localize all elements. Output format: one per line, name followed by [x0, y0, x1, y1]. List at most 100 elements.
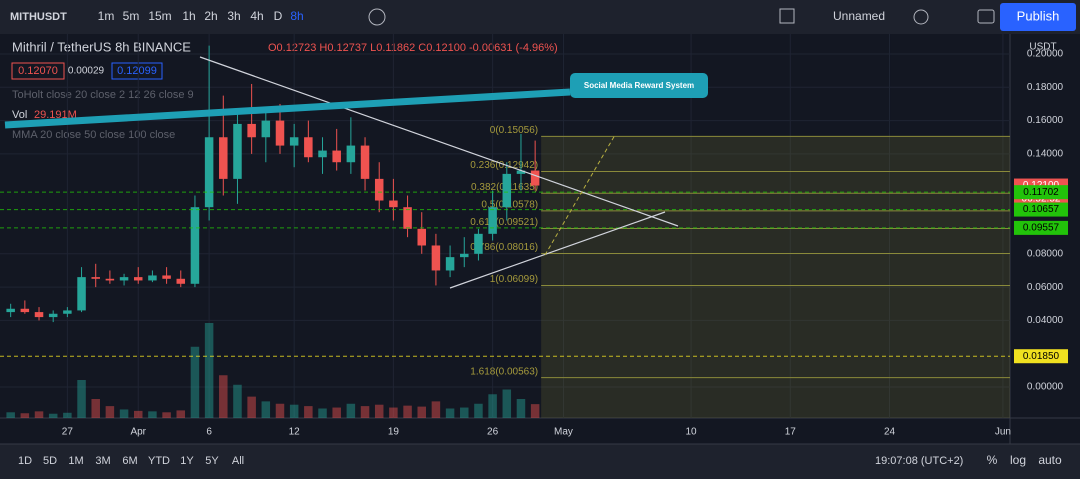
volume-bar	[516, 399, 526, 418]
countdown: 06:52:52	[1022, 194, 1061, 205]
volume-bar	[318, 408, 327, 418]
y-tick-label: 0.16000	[1027, 115, 1064, 126]
publish-button[interactable]	[1000, 3, 1076, 31]
range[interactable]: 1D	[18, 455, 32, 467]
volume-bar	[374, 404, 384, 418]
log-toggle[interactable]: log	[1010, 453, 1026, 467]
indicator: ToHolt close 20 close 2 12 26 close 9	[12, 89, 194, 101]
candle-body	[63, 310, 72, 314]
symbol[interactable]: MITHUSDT	[10, 11, 67, 23]
candle-body	[148, 275, 157, 281]
interval[interactable]: 4h	[250, 9, 263, 23]
candle-body	[105, 278, 115, 281]
candle-body	[360, 145, 370, 179]
candle-body	[445, 257, 455, 271]
range[interactable]: 1M	[68, 455, 83, 467]
candle-body	[488, 207, 497, 234]
percent-toggle[interactable]: %	[987, 453, 998, 467]
range[interactable]: 6M	[122, 455, 137, 467]
x-tick-label: 26	[487, 427, 499, 438]
volume-bar	[346, 403, 356, 418]
candle-body	[374, 178, 384, 201]
candle-body	[346, 145, 356, 163]
candle-body	[460, 253, 469, 258]
candle-body	[530, 170, 540, 186]
candle-body	[502, 173, 512, 208]
bid: 0.12070	[18, 65, 58, 77]
candle-body	[289, 137, 299, 146]
interval[interactable]: 1m	[98, 9, 115, 23]
y-tick-label: 0.08000	[1027, 248, 1064, 259]
interval[interactable]: 5m	[123, 9, 140, 23]
volume-bar	[445, 408, 455, 418]
interval[interactable]: 8h	[290, 9, 303, 23]
interval[interactable]: 3h	[227, 9, 240, 23]
volume-bar	[304, 406, 313, 418]
candle-body	[34, 312, 44, 318]
x-tick-label: 19	[388, 427, 400, 438]
volume-bar	[20, 413, 30, 418]
candle-body	[48, 313, 58, 318]
icon[interactable]	[779, 8, 795, 24]
price-tags: 0.1210006:52:520.117020.106570.095570.01…	[1014, 178, 1068, 364]
y-tick-label: 0.18000	[1027, 82, 1064, 93]
range[interactable]: 5Y	[205, 455, 219, 467]
candle-body	[403, 207, 412, 229]
volume-bar	[233, 384, 242, 418]
price-tag-label: 0.10657	[1023, 204, 1060, 215]
candle-body	[431, 245, 441, 271]
volume-bar	[530, 404, 540, 418]
candle-body	[219, 137, 228, 179]
x-tick-label: Jun	[995, 427, 1011, 438]
clock: 19:07:08 (UTC+2)	[875, 455, 963, 467]
range[interactable]: 1Y	[180, 455, 194, 467]
volume-bar	[176, 410, 186, 418]
interval[interactable]: 15m	[148, 9, 171, 23]
range[interactable]: 3M	[95, 455, 110, 467]
toolbar	[0, 0, 1080, 34]
volume-bar	[119, 409, 129, 418]
volume-bar	[460, 407, 469, 418]
range[interactable]: YTD	[148, 455, 170, 467]
candle-body	[332, 150, 341, 163]
bid-box	[11, 62, 65, 80]
interval[interactable]: 2h	[204, 9, 217, 23]
icon[interactable]	[913, 9, 929, 25]
chart-title: Mithril / TetherUS 8h BINANCE	[12, 39, 191, 54]
volume-bar	[360, 406, 370, 418]
price-tag-label: 0.09557	[1023, 223, 1060, 234]
x-tick-label: 27	[62, 427, 74, 438]
volume-bar	[6, 412, 15, 418]
volume-bar	[275, 403, 285, 418]
candle-body	[91, 277, 100, 279]
x-tick-label: 17	[785, 427, 797, 438]
range[interactable]: All	[232, 455, 244, 467]
icon[interactable]	[368, 8, 386, 26]
icon[interactable]	[977, 9, 995, 24]
ask: 0.12099	[117, 65, 157, 77]
candle-body	[417, 228, 426, 246]
x-tick-label: 6	[206, 427, 212, 438]
y-tick-label: 0.14000	[1027, 149, 1064, 160]
vol-value: 29.191M	[34, 109, 77, 121]
candle-body	[389, 200, 398, 208]
candle-body	[6, 308, 15, 313]
plot: 0(0.15056)0.236(0.12942)0.382(0.11635)0.…	[0, 34, 1010, 418]
x-tick-label: May	[554, 427, 573, 438]
interval[interactable]: 1h	[182, 9, 195, 23]
candle-body	[516, 170, 526, 174]
y-tick-label: 0.06000	[1027, 282, 1064, 293]
annotation-line	[4, 88, 571, 129]
publish-label[interactable]: Publish	[1017, 8, 1060, 23]
spread: 0.00029	[68, 66, 105, 77]
price-tag	[1014, 349, 1068, 364]
auto-toggle[interactable]: auto	[1038, 453, 1062, 467]
range[interactable]: 5D	[43, 455, 57, 467]
candle-body	[233, 123, 242, 179]
layout-name[interactable]: Unnamed	[833, 9, 885, 23]
interval[interactable]: D	[274, 9, 283, 23]
fib-label: 0(0.15056)	[490, 125, 538, 136]
y-tick-label: 0.00000	[1027, 382, 1064, 393]
